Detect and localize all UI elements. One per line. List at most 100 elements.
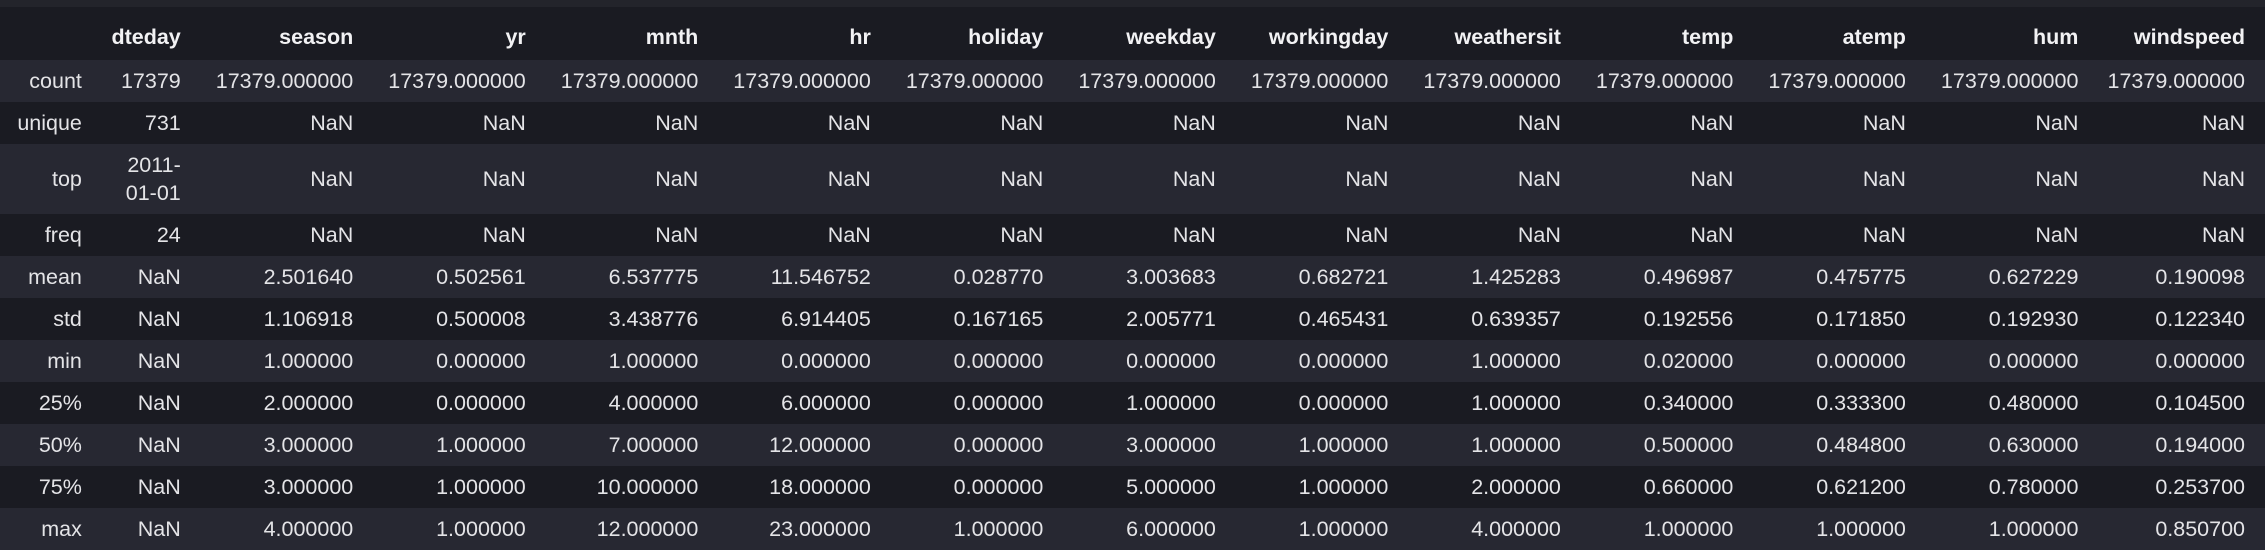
table-cell: NaN (1172, 222, 1216, 247)
table-row: count 17379 17379.000000 17379.000000 17379.… (0, 60, 2265, 102)
dataframe-output: dteday season yr mnth hr holiday weekday workin… (0, 14, 2265, 550)
table-cell: 11.546752 (770, 264, 871, 289)
table-cell: 1.000000 (436, 474, 526, 499)
table-cell: 0.020000 (1643, 348, 1734, 373)
table-cell: 2.000000 (1471, 474, 1561, 499)
table-cell: NaN (1345, 110, 1389, 135)
table-cell: NaN (1862, 166, 1906, 191)
table-cell: 6.914405 (781, 306, 871, 331)
table-cell: 1.000000 (1471, 348, 1561, 373)
table-cell: 3.000000 (1126, 432, 1216, 457)
table-row: unique 731 NaN NaN NaN NaN NaN NaN NaN NaN NaN NaN N… (0, 102, 2265, 144)
table-cell: 0.621200 (1816, 474, 1906, 499)
table-cell: NaN (137, 348, 181, 373)
table-cell: NaN (655, 110, 699, 135)
table-cell: NaN (1345, 222, 1389, 247)
table-cell: 0.850700 (2155, 516, 2245, 541)
table-cell: 3.003683 (1126, 264, 1216, 289)
describe-table: dteday season yr mnth hr holiday weekday workin… (0, 14, 2265, 550)
table-row: min NaN 1.000000 0.000000 1.000000 0.000000 0.… (0, 340, 2265, 382)
column-header: weekday (1063, 14, 1236, 60)
table-cell: NaN (2035, 222, 2079, 247)
table-cell: NaN (2201, 110, 2245, 135)
table-cell: 1.000000 (1298, 516, 1389, 541)
table-cell: NaN (1690, 222, 1734, 247)
table-cell: NaN (1862, 222, 1906, 247)
table-cell: 1.000000 (1988, 516, 2079, 541)
table-cell: NaN (1690, 110, 1734, 135)
table-cell: NaN (310, 222, 354, 247)
table-cell: NaN (2035, 166, 2079, 191)
table-body: count 17379 17379.000000 17379.000000 17379.… (0, 60, 2265, 550)
index-header (0, 14, 102, 60)
table-cell: NaN (482, 222, 526, 247)
table-cell: NaN (1000, 166, 1044, 191)
table-cell: 1.425283 (1471, 264, 1561, 289)
table-cell: 2.005771 (1126, 306, 1216, 331)
table-cell: 0.190098 (2155, 264, 2245, 289)
table-cell: 1.000000 (1816, 516, 1906, 541)
table-cell: NaN (137, 390, 181, 415)
table-cell: 2.501640 (263, 264, 354, 289)
table-cell: NaN (1862, 110, 1906, 135)
table-cell: NaN (2201, 222, 2245, 247)
table-cell: NaN (137, 264, 181, 289)
table-cell: 23.000000 (769, 516, 871, 541)
table-cell: NaN (2035, 110, 2079, 135)
table-cell: 0.484800 (1816, 432, 1906, 457)
table-cell: 17379.000000 (388, 68, 526, 93)
row-label: std (53, 306, 82, 331)
table-row: top 2011-01-01 NaN NaN NaN NaN NaN NaN NaN NaN NaN… (0, 144, 2265, 214)
table-cell: 10.000000 (596, 474, 699, 499)
table-cell: 0.000000 (436, 390, 526, 415)
table-cell: 17379.000000 (560, 68, 699, 93)
table-cell: 1.106918 (263, 306, 354, 331)
table-cell: NaN (137, 474, 181, 499)
table-cell: 0.475775 (1816, 264, 1906, 289)
table-cell: 4.000000 (263, 516, 354, 541)
table-cell: 17379.000000 (215, 68, 354, 93)
row-label: unique (17, 110, 82, 135)
table-cell: 0.500008 (436, 306, 526, 331)
table-cell: 1.000000 (436, 516, 526, 541)
table-row: mean NaN 2.501640 0.502561 6.537775 11.546752… (0, 256, 2265, 298)
table-cell: 0.000000 (1988, 348, 2079, 373)
table-row: std NaN 1.106918 0.500008 3.438776 6.914405 0.… (0, 298, 2265, 340)
row-label: min (47, 348, 82, 373)
table-cell: 1.000000 (1126, 390, 1216, 415)
table-cell: 1.000000 (436, 432, 526, 457)
table-cell: 0.000000 (1298, 390, 1389, 415)
table-cell: 0.194000 (2155, 432, 2245, 457)
table-cell: NaN (827, 110, 871, 135)
table-cell: 6.000000 (781, 390, 871, 415)
table-cell: NaN (655, 222, 699, 247)
table-cell: 5.000000 (1126, 474, 1216, 499)
table-cell: 0.000000 (953, 474, 1044, 499)
table-cell: NaN (827, 222, 871, 247)
table-cell: 1.000000 (1298, 432, 1389, 457)
table-cell: 1.000000 (1643, 516, 1734, 541)
table-cell: 0.333300 (1816, 390, 1906, 415)
table-cell: 18.000000 (769, 474, 871, 499)
column-header: holiday (890, 14, 1064, 60)
table-cell: 0.167165 (953, 306, 1044, 331)
table-cell: 0.496987 (1643, 264, 1734, 289)
table-cell: 6.537775 (608, 264, 699, 289)
table-cell: 17379.000000 (905, 68, 1044, 93)
table-cell: 17379.000000 (1250, 68, 1389, 93)
table-cell: 0.682721 (1298, 264, 1389, 289)
table-cell: 17379 (120, 68, 181, 93)
table-cell: 0.000000 (1816, 348, 1906, 373)
column-header: weathersit (1408, 14, 1581, 60)
column-header: workingday (1235, 14, 1409, 60)
table-cell: NaN (655, 166, 699, 191)
table-cell: 0.465431 (1298, 306, 1389, 331)
table-cell: 1.000000 (1471, 432, 1561, 457)
row-label: mean (28, 264, 82, 289)
table-cell: 24 (156, 222, 181, 247)
table-cell: 0.000000 (953, 348, 1044, 373)
column-header: season (200, 14, 374, 60)
table-cell: 7.000000 (608, 432, 699, 457)
table-cell: NaN (137, 306, 181, 331)
column-header: dteday (101, 14, 201, 60)
